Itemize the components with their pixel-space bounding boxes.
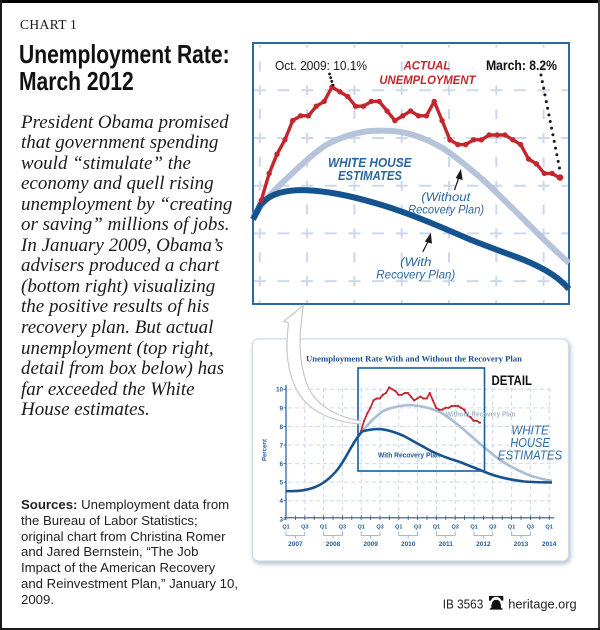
svg-text:IB 3563: IB 3563: [443, 596, 484, 611]
svg-text:Q3: Q3: [527, 525, 534, 531]
svg-text:9: 9: [279, 405, 283, 412]
svg-text:5: 5: [279, 480, 283, 487]
svg-text:4: 4: [279, 498, 283, 505]
svg-text:March: 8.2%: March: 8.2%: [486, 57, 557, 73]
svg-text:HOUSE: HOUSE: [510, 435, 550, 450]
svg-text:6: 6: [279, 461, 283, 468]
svg-text:2008: 2008: [326, 541, 341, 548]
svg-text:Recovery Plan): Recovery Plan): [408, 203, 484, 217]
svg-text:Unemployment Rate With and Wit: Unemployment Rate With and Without the R…: [306, 354, 522, 364]
svg-text:Q1: Q1: [470, 525, 477, 531]
svg-text:heritage.org: heritage.org: [508, 596, 576, 611]
svg-text:Q3: Q3: [376, 525, 383, 531]
svg-text:2011: 2011: [439, 541, 453, 548]
svg-text:With Recovery Plan: With Recovery Plan: [378, 453, 440, 460]
svg-text:ESTIMATES: ESTIMATES: [338, 168, 402, 183]
svg-text:10: 10: [276, 387, 284, 394]
svg-text:UNEMPLOYMENT: UNEMPLOYMENT: [379, 73, 476, 87]
svg-text:Q3: Q3: [414, 525, 421, 531]
svg-text:Q3: Q3: [301, 525, 308, 531]
svg-text:WHITE HOUSE: WHITE HOUSE: [328, 155, 412, 170]
svg-text:Without Recovery Plan: Without Recovery Plan: [446, 412, 516, 419]
svg-text:2012: 2012: [476, 541, 491, 548]
svg-text:Q1: Q1: [320, 525, 327, 531]
svg-text:7: 7: [279, 442, 283, 449]
svg-text:Q1: Q1: [282, 525, 289, 531]
svg-text:Recovery Plan): Recovery Plan): [376, 268, 455, 282]
svg-text:2013: 2013: [514, 541, 529, 548]
svg-text:2010: 2010: [401, 541, 416, 548]
svg-text:Q1: Q1: [358, 525, 365, 531]
svg-text:Q3: Q3: [452, 525, 459, 531]
svg-text:Q1: Q1: [433, 525, 440, 531]
svg-text:2014: 2014: [542, 541, 557, 548]
svg-text:Q1: Q1: [395, 525, 402, 531]
svg-text:2007: 2007: [288, 541, 303, 548]
svg-text:8: 8: [279, 424, 283, 431]
svg-text:Q1: Q1: [508, 525, 515, 531]
svg-text:2009: 2009: [363, 541, 378, 548]
svg-text:Percent: Percent: [263, 439, 269, 461]
svg-text:Q3: Q3: [489, 525, 496, 531]
svg-text:ACTUAL: ACTUAL: [403, 59, 451, 73]
svg-text:Q1: Q1: [546, 525, 553, 531]
svg-text:(With: (With: [400, 255, 432, 269]
svg-text:WHITE: WHITE: [511, 423, 549, 438]
svg-text:Oct. 2009: 10.1%: Oct. 2009: 10.1%: [275, 58, 367, 73]
svg-text:(Without: (Without: [421, 190, 471, 204]
svg-text:DETAIL: DETAIL: [492, 373, 533, 388]
svg-text:3: 3: [279, 517, 283, 524]
svg-text:ESTIMATES: ESTIMATES: [498, 448, 563, 463]
svg-text:Q3: Q3: [339, 525, 346, 531]
